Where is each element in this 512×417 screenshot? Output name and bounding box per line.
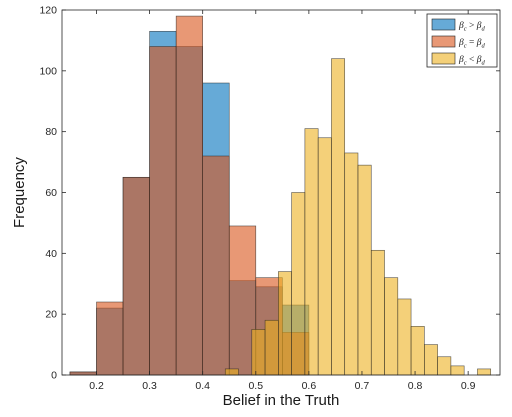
- series-3-bar: [331, 58, 346, 376]
- legend-swatch: [431, 35, 456, 48]
- x-tick-label: 0.7: [355, 380, 370, 392]
- series-3-bar: [437, 356, 452, 376]
- series-3-bar: [304, 128, 319, 376]
- y-tick-label: 0: [51, 370, 57, 382]
- series-3-bar: [251, 329, 266, 376]
- x-tick-label: 0.8: [408, 380, 423, 392]
- series-3-bar: [291, 192, 306, 376]
- series-3-bar: [264, 319, 279, 376]
- series-2-bar: [149, 46, 177, 376]
- y-axis-label: Frequency: [11, 157, 28, 228]
- series-3-bar: [450, 365, 465, 376]
- x-tick-label: 0.9: [461, 380, 476, 392]
- series-2-bar: [96, 301, 124, 376]
- series-2-bars: [69, 15, 310, 376]
- x-tick-label: 0.6: [302, 380, 317, 392]
- series-2-bar: [228, 225, 257, 376]
- series-3-bar: [424, 344, 438, 376]
- series-2-bar: [175, 15, 203, 376]
- series-3-bar: [477, 368, 492, 376]
- series-3-bar: [384, 277, 399, 376]
- y-tick-label: 20: [45, 309, 57, 321]
- series-2-bar: [122, 176, 150, 376]
- series-3-bars: [224, 58, 492, 376]
- legend-swatch: [431, 52, 456, 65]
- x-tick-label: 0.3: [142, 380, 157, 392]
- bars-group: [69, 15, 492, 376]
- y-tick-label: 80: [45, 126, 57, 138]
- x-tick-label: 0.2: [89, 380, 104, 392]
- legend-label: βc < βd: [458, 55, 485, 67]
- x-axis-label: Belief in the Truth: [223, 392, 340, 409]
- legend-label: βc = βd: [458, 38, 485, 50]
- series-3-bar: [357, 164, 372, 376]
- series-2-bar: [69, 371, 97, 376]
- axes-group: 0.2 0.3 0.4 0.5 0.6 0.7 0.8 0.9 0 20 40 60 80 100 120: [39, 5, 501, 392]
- series-3-bar: [278, 271, 292, 376]
- series-3-bar: [410, 326, 425, 376]
- series-2-bar: [202, 155, 230, 376]
- legend-swatch: [431, 18, 456, 31]
- legend: βc > βd βc = βd βc < βd: [426, 13, 498, 68]
- y-tick-label: 120: [39, 5, 57, 17]
- series-3-bar: [224, 368, 239, 376]
- y-tick-label: 100: [39, 65, 57, 77]
- y-tick-label: 40: [45, 248, 57, 260]
- series-3-bar: [317, 137, 332, 376]
- x-tick-label: 0.4: [195, 380, 210, 392]
- series-3-bar: [397, 298, 412, 376]
- legend-label: βc > βd: [458, 21, 485, 33]
- x-tick-label: 0.5: [248, 380, 263, 392]
- series-3-bar: [370, 249, 385, 376]
- y-tick-label: 60: [45, 187, 57, 199]
- series-3-bar: [344, 152, 359, 376]
